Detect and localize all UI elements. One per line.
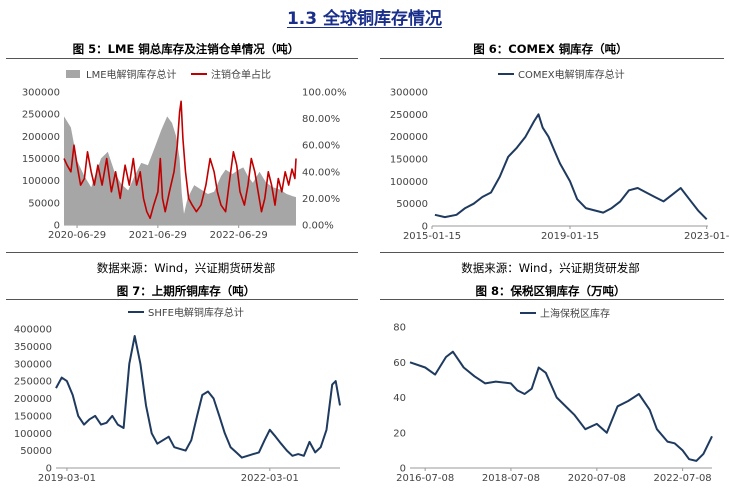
x-tick-label: 2015-01-15 (403, 231, 461, 242)
y-tick-label: 250000 (14, 377, 52, 388)
y-tick-label: 0 (54, 221, 60, 232)
lme-chart-title: 图 5：LME 铜总库存及注销仓单情况（吨） (72, 42, 300, 56)
y-tick-label: 350000 (14, 342, 52, 353)
y-tick-label: 0 (422, 222, 428, 233)
y2-tick-label: 80.00% (302, 114, 340, 125)
y-tick-label: 250000 (22, 110, 60, 121)
y-tick-label: 200000 (390, 132, 428, 143)
shfe-chart-title: 图 7：上期所铜库存（吨） (116, 284, 256, 298)
y-tick-label: 250000 (390, 110, 428, 121)
shfe-inventory-chart: 0 50000 100000 150000 200000 250000 300000 3500… (14, 306, 341, 484)
x-tick-label: 2022-03-01 (241, 473, 299, 484)
series-line-stock (55, 335, 341, 459)
legend-label: SHFE电解铜库存总计 (148, 306, 244, 319)
x-tick-label: 2020-07-08 (568, 473, 626, 484)
y2-tick-label: 0.00% (302, 221, 334, 232)
series-line-cancelled-ratio (63, 100, 297, 220)
y-tick-label: 200000 (14, 394, 52, 405)
x-tick-label: 2020-06-29 (48, 230, 106, 241)
comex-chart-title: 图 6：COMEX 铜库存（吨） (473, 42, 628, 56)
shfe-title-divider (6, 299, 358, 300)
series-area-lme-stock (64, 116, 296, 225)
bonded-inventory-chart: 0 20 40 60 80 2016-07-08 2018-07-08 2020-07-08 2… (393, 307, 713, 484)
x-tick-label: 2023-01- (684, 231, 729, 242)
y-tick-label: 50000 (396, 199, 428, 210)
y2-tick-label: 20.00% (302, 194, 340, 205)
section-title: 1.3 全球铜库存情况 (286, 9, 443, 29)
comex-title-divider (380, 58, 724, 59)
y-tick-label: 200000 (22, 132, 60, 143)
lme-inventory-chart: 0 50000 100000 150000 200000 250000 300000 0.00… (22, 68, 347, 241)
y-tick-label: 100000 (22, 176, 60, 187)
y2-tick-label: 100.00% (302, 88, 347, 99)
legend-swatch (66, 70, 80, 78)
y-tick-label: 300000 (14, 359, 52, 370)
lme-source-note: 数据来源：Wind，兴证期货研发部 (96, 261, 276, 275)
y-tick-label: 0 (400, 464, 406, 475)
left-source-divider (6, 252, 358, 253)
y-tick-label: 100000 (14, 429, 52, 440)
y-tick-label: 50000 (20, 446, 52, 457)
y-tick-label: 0 (46, 464, 52, 475)
x-tick-label: 2022-07-08 (654, 473, 712, 484)
y-tick-label: 40 (393, 393, 406, 404)
x-tick-label: 2022-06-29 (210, 230, 268, 241)
y2-tick-label: 60.00% (302, 141, 340, 152)
x-tick-label: 2016-07-08 (396, 473, 454, 484)
legend-label: COMEX电解铜库存总计 (518, 68, 625, 81)
y2-tick-label: 40.00% (302, 167, 340, 178)
x-tick-label: 2019-03-01 (38, 473, 96, 484)
legend-label: 上海保税区库存 (540, 307, 610, 320)
legend-label: 注销仓单占比 (211, 68, 271, 81)
right-source-divider (380, 252, 724, 253)
bonded-title-divider (380, 299, 724, 300)
comex-source-note: 数据来源：Wind，兴证期货研发部 (461, 261, 640, 275)
series-line-stock (409, 350, 713, 462)
bonded-chart-title: 图 8：保税区铜库存（万吨） (475, 284, 626, 298)
y-tick-label: 60 (393, 358, 406, 369)
y-tick-label: 100000 (390, 177, 428, 188)
comex-inventory-chart: 0 50000 100000 150000 200000 250000 300000 2015… (390, 68, 729, 242)
y-tick-label: 150000 (22, 154, 60, 165)
series-line-stock (434, 113, 708, 220)
legend-label: LME电解铜库存总计 (86, 68, 177, 81)
x-tick-label: 2019-01-15 (541, 231, 599, 242)
x-tick-label: 2021-06-29 (129, 230, 187, 241)
y-tick-label: 300000 (22, 88, 60, 99)
y-tick-label: 150000 (14, 411, 52, 422)
lme-title-divider (6, 58, 358, 59)
y-tick-label: 50000 (28, 198, 60, 209)
y-tick-label: 300000 (390, 88, 428, 99)
y-tick-label: 80 (393, 323, 406, 334)
y-tick-label: 400000 (14, 325, 52, 336)
y-tick-label: 20 (393, 428, 406, 439)
y-tick-label: 150000 (390, 155, 428, 166)
x-tick-label: 2018-07-08 (482, 473, 540, 484)
